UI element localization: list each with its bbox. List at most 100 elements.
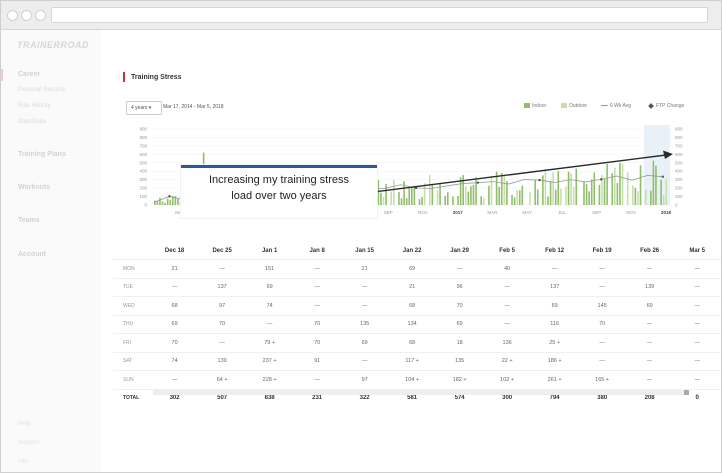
nav-stats-data[interactable]: Stats/Data [18, 119, 47, 125]
stress-cell[interactable]: 134 [388, 315, 436, 334]
stress-cell[interactable]: — [483, 278, 531, 297]
stress-cell[interactable]: 25 + [530, 333, 579, 353]
stress-cell[interactable]: — [435, 259, 484, 279]
stress-cell[interactable]: — [340, 352, 389, 371]
stress-cell[interactable]: — [625, 333, 674, 353]
nav-ride-history[interactable]: Ride History [18, 103, 51, 109]
stress-cell[interactable]: 70 [198, 315, 246, 334]
address-bar[interactable] [51, 7, 708, 23]
stress-cell[interactable]: — [150, 278, 199, 297]
stress-cell[interactable]: 261 + [530, 370, 579, 390]
stress-cell[interactable]: — [483, 315, 531, 334]
stress-cell[interactable]: 97 [198, 296, 246, 316]
stress-cell[interactable]: 145 [578, 296, 626, 316]
stress-cell[interactable]: 70 [293, 315, 341, 334]
stress-cell[interactable]: — [293, 296, 341, 316]
stress-cell[interactable]: 70 [435, 296, 484, 316]
stress-cell[interactable]: 74 [245, 296, 294, 316]
stress-cell[interactable]: 69 [625, 296, 674, 316]
nav-training-plans[interactable]: Training Plans [18, 151, 66, 158]
stress-cell[interactable]: — [673, 296, 721, 316]
nav-personal-records[interactable]: Personal Records [18, 87, 66, 93]
stress-cell[interactable]: — [673, 370, 721, 390]
stress-cell[interactable]: — [625, 315, 674, 334]
stress-cell[interactable]: — [578, 278, 626, 297]
stress-cell[interactable]: — [340, 296, 389, 316]
minimize-window-icon[interactable] [21, 10, 32, 21]
stress-cell[interactable]: 91 [293, 352, 341, 371]
stress-cell[interactable]: 228 + [245, 370, 294, 390]
stress-cell[interactable]: 22 + [483, 352, 531, 371]
legend-6wk-avg[interactable]: 6 Wk Avg [601, 103, 631, 110]
close-window-icon[interactable] [7, 10, 18, 21]
stress-cell[interactable]: 74 [150, 352, 199, 371]
footer-help-link[interactable]: Help [18, 421, 31, 427]
stress-cell[interactable]: — [673, 278, 721, 297]
legend-ftp-change[interactable]: FTP Change [648, 102, 684, 110]
stress-cell[interactable]: — [625, 370, 674, 390]
stress-cell[interactable]: 117 + [388, 352, 436, 371]
stress-cell[interactable]: 70 [578, 315, 626, 334]
stress-cell[interactable]: 70 [293, 333, 341, 353]
nav-account[interactable]: Account [18, 251, 46, 258]
stress-cell[interactable]: 21 [388, 278, 436, 297]
stress-cell[interactable]: 104 + [388, 370, 436, 390]
stress-cell[interactable]: — [673, 259, 721, 279]
stress-cell[interactable]: 21 [150, 259, 199, 279]
scrollbar-thumb[interactable] [684, 390, 689, 395]
maximize-window-icon[interactable] [35, 10, 46, 21]
stress-cell[interactable]: 186 + [530, 352, 579, 371]
stress-cell[interactable]: 139 [625, 278, 674, 297]
table-scrollbar[interactable] [153, 390, 689, 395]
stress-cell[interactable]: — [625, 259, 674, 279]
stress-cell[interactable]: 69 [388, 259, 436, 279]
stress-cell[interactable]: — [530, 259, 579, 279]
legend-outdoor[interactable]: Outdoor [561, 103, 587, 110]
stress-cell[interactable]: 182 + [435, 370, 484, 390]
stress-cell[interactable]: — [293, 259, 341, 279]
stress-cell[interactable]: 97 [340, 370, 389, 390]
stress-cell[interactable]: 151 [245, 259, 294, 279]
stress-cell[interactable]: 69 [435, 315, 484, 334]
footer-support-link[interactable]: Support [18, 440, 40, 446]
stress-cell[interactable]: — [673, 352, 721, 371]
stress-cell[interactable]: — [198, 333, 246, 353]
stress-cell[interactable]: — [578, 259, 626, 279]
stress-cell[interactable]: 69 [340, 333, 389, 353]
legend-indoor[interactable]: Indoor [524, 103, 546, 110]
stress-cell[interactable]: 21 [340, 259, 389, 279]
stress-cell[interactable]: 102 + [483, 370, 531, 390]
stress-cell[interactable]: 136 [483, 333, 531, 353]
stress-cell[interactable]: 116 [530, 315, 579, 334]
stress-cell[interactable]: — [293, 370, 341, 390]
stress-cell[interactable]: — [673, 333, 721, 353]
stress-cell[interactable]: 137 [530, 278, 579, 297]
stress-cell[interactable]: — [293, 278, 341, 297]
nav-workouts[interactable]: Workouts [18, 184, 51, 191]
stress-cell[interactable]: 69 [530, 296, 579, 316]
stress-cell[interactable]: — [245, 315, 294, 334]
stress-cell[interactable]: 68 [150, 296, 199, 316]
stress-cell[interactable]: 96 [435, 278, 484, 297]
stress-cell[interactable]: — [625, 352, 674, 371]
stress-cell[interactable]: 135 [340, 315, 389, 334]
stress-cell[interactable]: 69 [150, 315, 199, 334]
stress-cell[interactable]: 40 [483, 259, 531, 279]
stress-cell[interactable]: 135 [435, 352, 484, 371]
stress-cell[interactable]: 68 [388, 333, 436, 353]
stress-cell[interactable]: 64 + [198, 370, 246, 390]
nav-teams[interactable]: Teams [18, 217, 40, 224]
stress-cell[interactable]: 18 [435, 333, 484, 353]
stress-cell[interactable]: 237 + [245, 352, 294, 371]
stress-cell[interactable]: — [578, 333, 626, 353]
stress-cell[interactable]: 165 + [578, 370, 626, 390]
stress-cell[interactable]: 69 [245, 278, 294, 297]
range-select[interactable]: 4 years ▾ [126, 101, 162, 115]
stress-cell[interactable]: 68 [388, 296, 436, 316]
stress-cell[interactable]: — [150, 370, 199, 390]
stress-cell[interactable]: — [673, 315, 721, 334]
stress-cell[interactable]: 137 [198, 278, 246, 297]
stress-cell[interactable]: — [340, 278, 389, 297]
stress-cell[interactable]: — [483, 296, 531, 316]
stress-cell[interactable]: 70 [150, 333, 199, 353]
